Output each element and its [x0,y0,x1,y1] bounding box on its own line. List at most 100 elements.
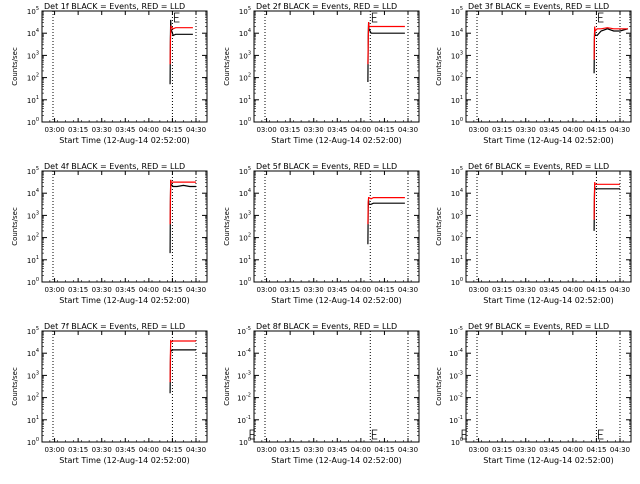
events-series-line [593,186,620,231]
y-tick-label: 10-5 [237,326,251,336]
x-axis-label: Start Time (12-Aug-14 02:52:00) [271,136,402,145]
y-axis-label: Counts/sec [223,47,231,86]
x-tick-label: 04:30 [186,446,206,454]
events-series-line [593,28,629,74]
x-tick-label: 04:30 [186,126,206,134]
y-tick-label: 104 [239,28,251,38]
chart-panel-9: Det 9f BLACK = Events, RED = LLD 100 10-1 1… [435,322,632,465]
events-series-line [169,179,196,254]
y-tick-label: 100 [27,117,39,127]
y-tick-label: 102 [451,73,463,83]
x-tick-label: 03:15 [492,286,512,294]
x-tick-label: 03:45 [115,286,135,294]
plot-frame [253,10,420,123]
bracket-marker [174,12,180,23]
x-tick-label: 03:15 [492,126,512,134]
y-tick-label: 101 [27,415,39,425]
x-tick-label: 03:30 [304,286,324,294]
panel-title: Det 4f BLACK = Events, RED = LLD [44,162,185,171]
chart-panel-3: Det 3f BLACK = Events, RED = LLD 100 101 10… [435,2,632,145]
y-tick-label: 105 [451,6,463,16]
y-tick-label: 10-3 [237,370,251,380]
y-axis-label: Counts/sec [11,367,19,406]
x-tick-label: 03:00 [44,286,64,294]
plot-frame [465,170,632,283]
lld-series-line [593,26,628,60]
y-tick-label: 100 [239,277,251,287]
plot-frame [465,10,632,123]
panel-title: Det 7f BLACK = Events, RED = LLD [44,322,185,331]
x-axis-label: Start Time (12-Aug-14 02:52:00) [271,456,402,465]
x-tick-label: 03:45 [115,446,135,454]
y-tick-label: 103 [239,210,251,220]
x-tick-label: 03:45 [539,286,559,294]
y-tick-label: 100 [239,437,251,447]
x-tick-label: 03:30 [304,446,324,454]
x-tick-label: 04:15 [162,126,182,134]
x-tick-label: 04:00 [351,286,371,294]
y-tick-label: 101 [27,255,39,265]
x-tick-label: 03:30 [92,286,112,294]
y-tick-label: 105 [239,166,251,176]
x-tick-label: 03:00 [468,446,488,454]
x-tick-label: 03:00 [468,126,488,134]
x-axis-label: Start Time (12-Aug-14 02:52:00) [483,456,614,465]
y-tick-label: 10-2 [449,393,463,403]
x-axis-label: Start Time (12-Aug-14 02:52:00) [59,456,190,465]
x-tick-label: 04:15 [586,446,606,454]
x-tick-label: 03:15 [68,286,88,294]
x-tick-label: 03:00 [468,286,488,294]
y-tick-label: 101 [451,95,463,105]
x-tick-label: 03:00 [256,286,276,294]
x-tick-label: 04:00 [563,286,583,294]
bracket-marker [249,429,256,440]
x-tick-label: 04:30 [610,446,630,454]
y-tick-label: 100 [451,117,463,127]
lld-series-line [169,339,196,383]
y-tick-label: 103 [27,50,39,60]
y-tick-label: 101 [27,95,39,105]
chart-panel-4: Det 4f BLACK = Events, RED = LLD 100 101 10… [11,162,208,305]
lld-series-line [593,182,620,220]
y-tick-label: 101 [239,95,251,105]
x-axis-label: Start Time (12-Aug-14 02:52:00) [483,136,614,145]
x-tick-label: 04:00 [351,446,371,454]
y-tick-label: 100 [239,117,251,127]
bracket-marker [461,429,468,440]
y-tick-label: 101 [451,255,463,265]
y-tick-label: 102 [239,233,251,243]
x-tick-label: 03:45 [115,126,135,134]
chart-panel-7: Det 7f BLACK = Events, RED = LLD 100 101 10… [11,322,208,465]
y-tick-label: 104 [451,188,463,198]
y-tick-label: 105 [27,326,39,336]
x-tick-label: 03:00 [44,446,64,454]
bracket-marker [371,12,378,23]
x-tick-label: 04:15 [586,126,606,134]
x-tick-label: 04:00 [563,126,583,134]
plot-frame [41,10,208,123]
x-tick-label: 03:00 [256,126,276,134]
y-tick-label: 10-4 [237,348,251,358]
x-tick-label: 03:15 [68,446,88,454]
y-tick-label: 102 [27,233,39,243]
x-tick-label: 03:15 [492,446,512,454]
x-tick-label: 03:45 [327,446,347,454]
x-tick-label: 04:30 [398,446,418,454]
y-axis-label: Counts/sec [435,207,443,246]
y-axis-label: Counts/sec [223,367,231,406]
panel-title: Det 8f BLACK = Events, RED = LLD [256,322,397,331]
lld-series-line [367,197,405,225]
y-tick-label: 100 [27,437,39,447]
lld-series-line [169,179,196,225]
x-tick-label: 04:15 [162,446,182,454]
panel-title: Det 5f BLACK = Events, RED = LLD [256,162,397,171]
lld-series-line [367,22,405,65]
plot-frame [41,170,208,283]
y-tick-label: 10-3 [449,370,463,380]
x-tick-label: 04:15 [374,286,394,294]
x-tick-label: 04:15 [586,286,606,294]
lld-series-line [169,25,193,65]
y-tick-label: 105 [239,6,251,16]
events-series-line [367,199,405,245]
y-tick-label: 105 [27,6,39,16]
